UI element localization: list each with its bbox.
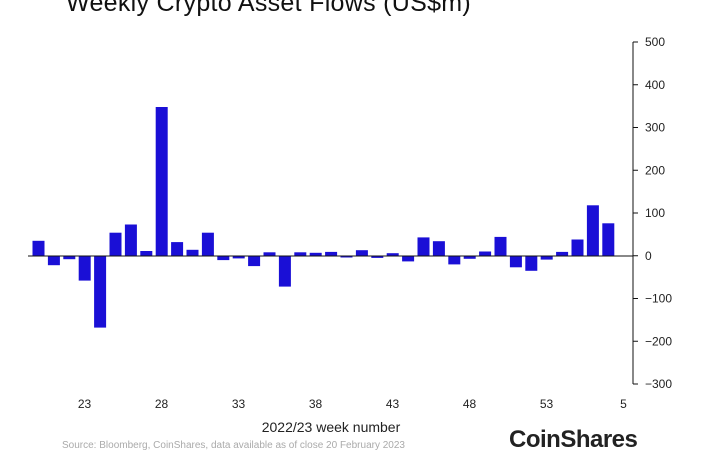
bar-week-33 — [201, 232, 214, 256]
bar-week-42 — [340, 255, 353, 258]
x-axis-ticks: 23 28 33 38 43 48 53 5 — [78, 397, 627, 411]
y-tick-label: 0 — [645, 249, 652, 263]
bar-week-49 — [448, 255, 461, 265]
y-axis-ticks: 500 400 300 200 100 0 −100 −200 −300 — [633, 35, 672, 391]
bar-week-1 — [525, 255, 538, 271]
bar-week-30 — [155, 107, 168, 256]
bar-week-39 — [294, 252, 307, 256]
x-tick-label: 48 — [463, 397, 477, 411]
x-axis-label: 2022/23 week number — [261, 419, 401, 435]
bar-week-27 — [109, 232, 122, 256]
bar-week-47 — [417, 237, 430, 256]
bar-week-37 — [263, 252, 276, 256]
x-tick-label: 53 — [540, 397, 554, 411]
bar-week-53 — [509, 255, 522, 268]
bar-week-24 — [63, 255, 76, 260]
y-tick-label: −300 — [645, 377, 672, 391]
source-note: Source: Bloomberg, CoinShares, data avai… — [62, 440, 405, 451]
bar-week-22 — [32, 240, 45, 256]
bar-week-2 — [540, 255, 553, 260]
bar-week-44 — [371, 255, 384, 258]
bar-week-43 — [355, 250, 368, 256]
y-tick-label: 300 — [645, 121, 665, 135]
x-tick-label: 28 — [155, 397, 169, 411]
bar-week-38 — [278, 255, 291, 287]
bar-week-4 — [571, 239, 584, 256]
bar-week-35 — [232, 255, 245, 259]
bar-week-34 — [217, 255, 230, 261]
chart-title: Weekly Crypto Asset Flows (US$m) — [66, 0, 472, 17]
bar-week-46 — [402, 255, 415, 262]
y-tick-label: −200 — [645, 334, 672, 348]
bar-week-23 — [47, 255, 60, 266]
bar-week-48 — [432, 241, 445, 256]
bar-week-41 — [325, 251, 338, 256]
y-tick-label: 500 — [645, 35, 665, 49]
bar-week-31 — [171, 242, 184, 256]
bar-week-5 — [586, 205, 599, 256]
bar-week-52 — [494, 236, 507, 256]
bar-week-51 — [479, 251, 492, 256]
bar-week-26 — [94, 255, 107, 328]
x-tick-label: 43 — [386, 397, 400, 411]
y-tick-label: 200 — [645, 163, 665, 177]
coinshares-logo: CoinShares — [509, 426, 638, 453]
y-tick-label: 100 — [645, 206, 665, 220]
bar-week-6 — [602, 223, 615, 256]
y-tick-label: 400 — [645, 78, 665, 92]
bar-week-40 — [309, 252, 322, 256]
y-tick-label: −100 — [645, 292, 672, 306]
x-tick-label: 33 — [232, 397, 246, 411]
bar-week-25 — [78, 255, 91, 281]
bars-group — [32, 107, 615, 328]
x-tick-label: 5 — [620, 397, 627, 411]
bar-week-45 — [386, 253, 399, 256]
bar-week-28 — [124, 224, 137, 256]
bar-week-32 — [186, 249, 199, 256]
bar-week-3 — [556, 251, 569, 256]
x-tick-label: 38 — [309, 397, 323, 411]
x-tick-label: 23 — [78, 397, 92, 411]
bar-week-29 — [140, 251, 153, 256]
bar-week-50 — [463, 255, 476, 259]
bar-week-36 — [248, 255, 261, 267]
